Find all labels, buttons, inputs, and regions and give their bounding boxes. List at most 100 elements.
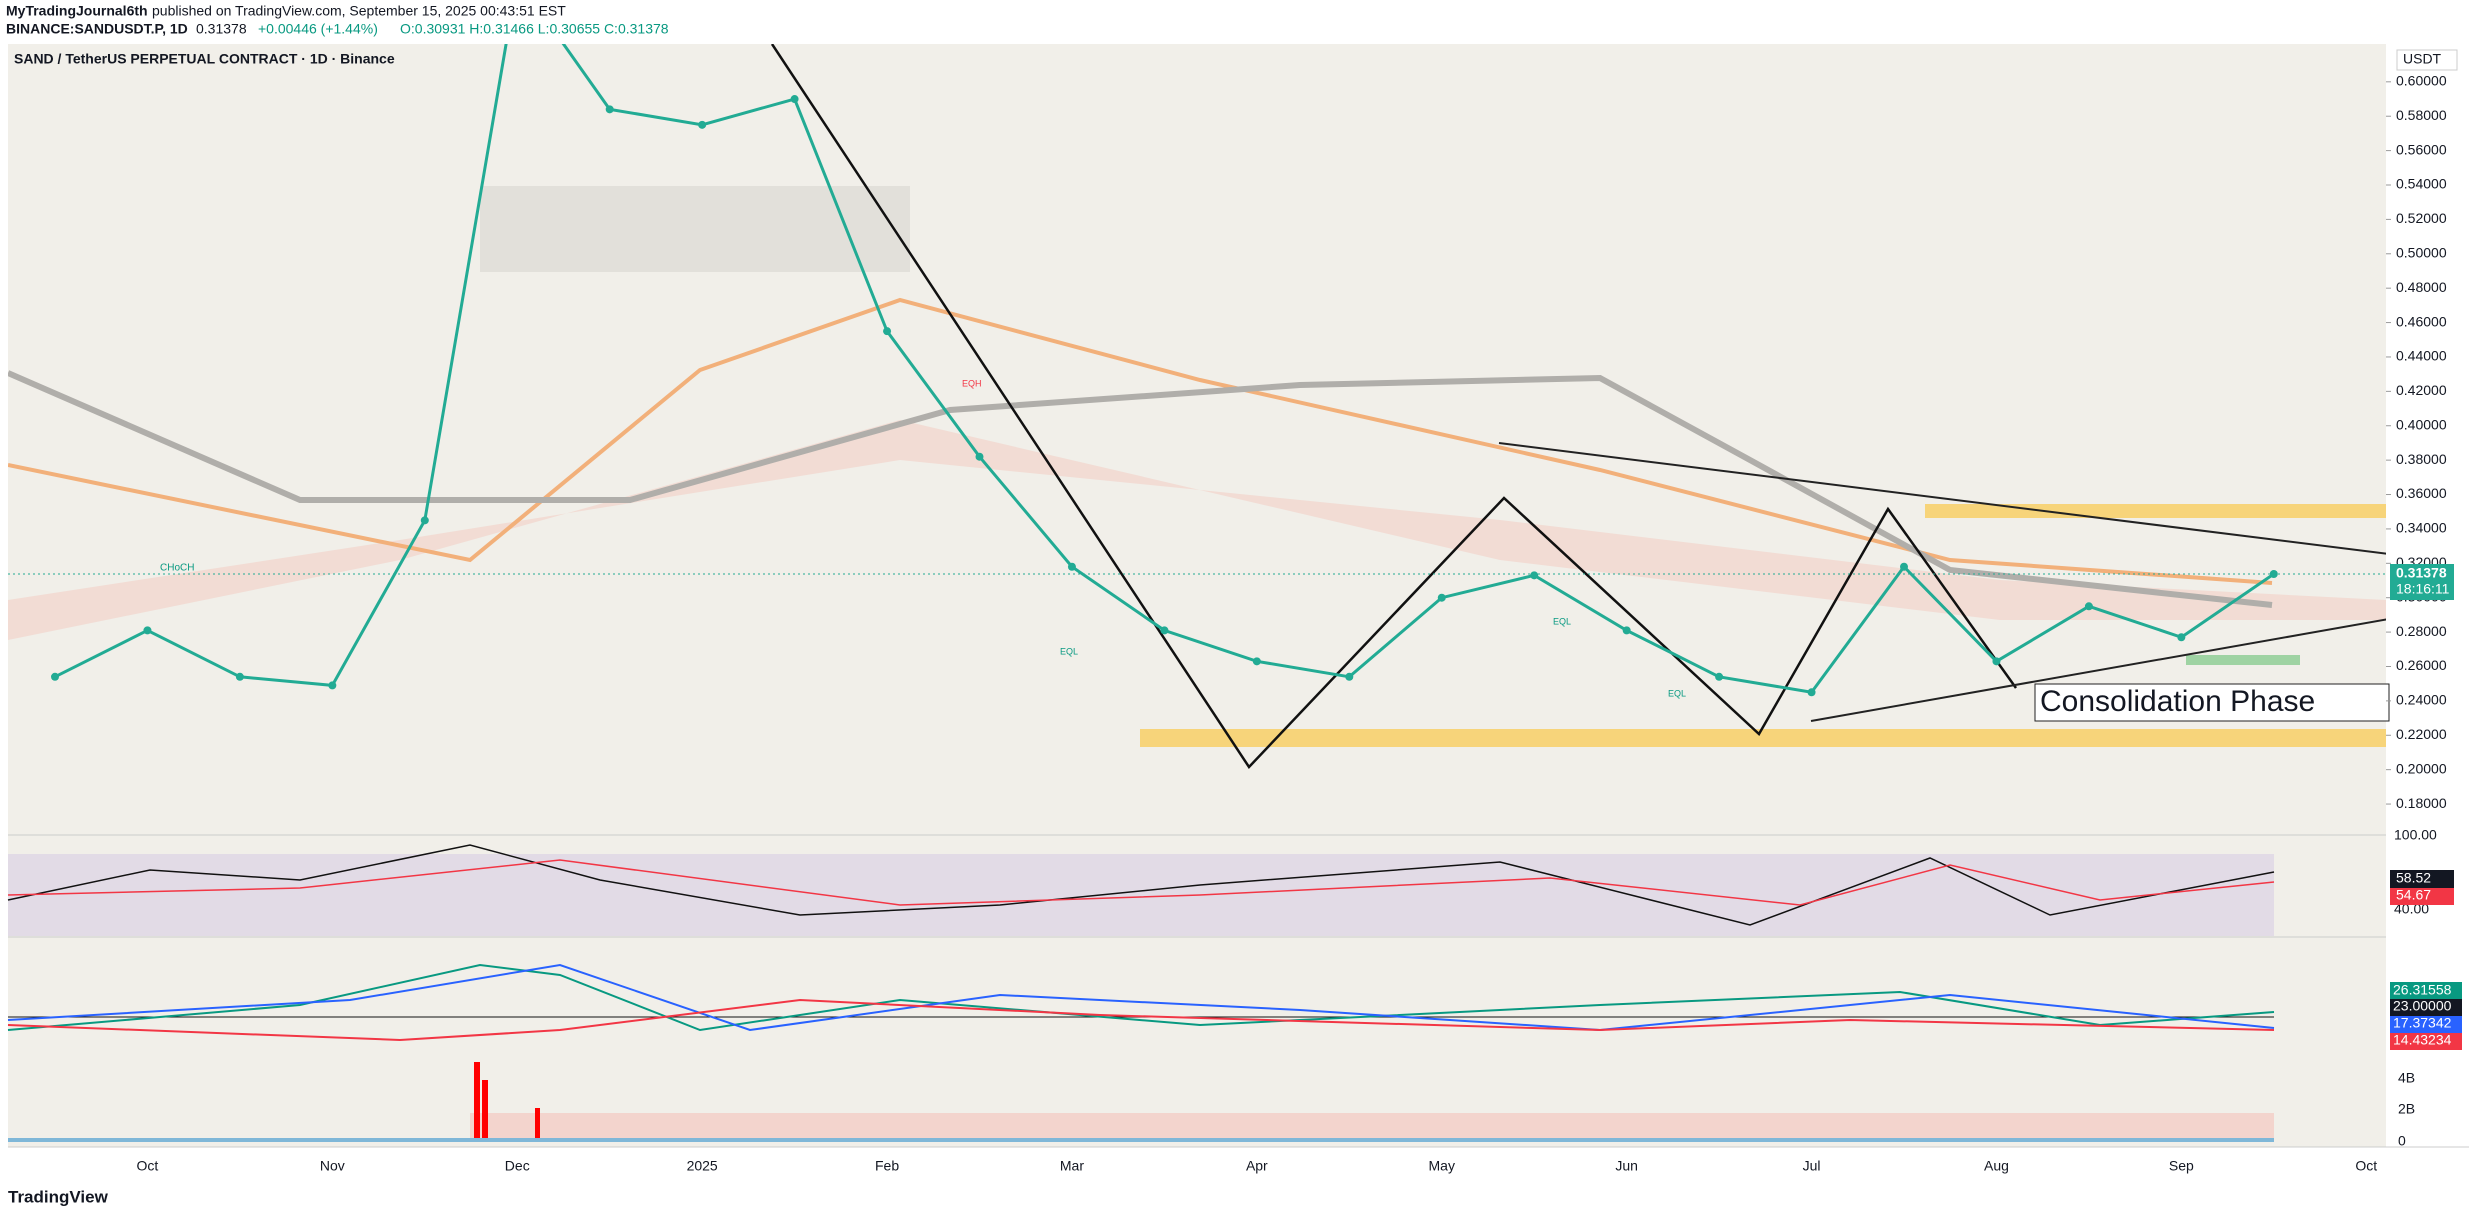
dmi-badge xyxy=(2390,1033,2462,1050)
price-point xyxy=(143,626,152,635)
x-tick-label: Jun xyxy=(1615,1158,1638,1174)
annotation-box xyxy=(2034,683,2390,722)
cloud xyxy=(8,420,2386,640)
dmi-badge xyxy=(2390,982,2462,999)
zigzag xyxy=(770,44,2018,770)
y-tick-label: 0.40000 xyxy=(2396,416,2447,432)
dmi-value: 14.43234 xyxy=(2393,1032,2452,1048)
y-tick-label: 0.24000 xyxy=(2396,692,2447,708)
volume-band xyxy=(470,1113,2274,1139)
y-tick-label: 0.20000 xyxy=(2396,760,2447,776)
price-point xyxy=(1160,626,1169,635)
resistance-line xyxy=(1498,442,2386,555)
x-tick-label: Jul xyxy=(1803,1158,1821,1174)
rsi-badge xyxy=(2390,870,2454,888)
drawings xyxy=(8,44,2386,770)
annotation: EQL xyxy=(1668,688,1686,698)
support-line xyxy=(1810,618,2386,722)
x-tick-label: May xyxy=(1429,1158,1455,1174)
y-tick-label: 0.60000 xyxy=(2396,73,2447,89)
rsi-ma-value: 54.67 xyxy=(2396,887,2431,903)
footer: TradingView xyxy=(8,1187,109,1206)
volume-spike xyxy=(535,1108,540,1142)
change: +0.00446 (+1.44%) xyxy=(258,21,378,37)
volume-label: 4B xyxy=(2398,1070,2415,1086)
annotation: EQL xyxy=(1060,646,1078,656)
volume-spike xyxy=(482,1080,488,1142)
last-price-badge xyxy=(2390,564,2454,601)
price-point xyxy=(605,105,614,114)
price-point xyxy=(1807,688,1816,697)
rsi-ma-badge xyxy=(2390,888,2454,905)
gray-ma xyxy=(8,370,2273,608)
price-point xyxy=(1345,672,1354,681)
rsi-value: 58.52 xyxy=(2396,870,2431,886)
y-tick-label: 0.46000 xyxy=(2396,313,2447,329)
y-tick-label: 0.52000 xyxy=(2396,210,2447,226)
countdown: 18:16:11 xyxy=(2396,581,2450,597)
rsi-line xyxy=(7,844,2275,926)
rsi-axis-label: 100.00 xyxy=(2394,827,2437,843)
x-tick-label: Feb xyxy=(875,1158,899,1174)
orange-ma xyxy=(8,297,2273,585)
dmi-minus xyxy=(7,998,2275,1042)
y-tick-label: 0.36000 xyxy=(2396,485,2447,501)
price-point xyxy=(2084,602,2093,611)
last-price: 0.31378 xyxy=(2396,565,2447,581)
y-tick-label: 0.56000 xyxy=(2396,141,2447,157)
price-point xyxy=(1252,657,1261,666)
price-series xyxy=(51,44,2278,697)
annotation: EQL xyxy=(1553,616,1571,626)
dmi-value: 26.31558 xyxy=(2393,982,2452,998)
dmi-badge xyxy=(2390,1016,2462,1033)
ohlc: O:0.30931 H:0.31466 L:0.30655 C:0.31378 xyxy=(400,21,669,37)
published: published on TradingView.com, September … xyxy=(152,3,566,19)
dmi-plus xyxy=(7,963,2275,1032)
y-tick-label: 0.48000 xyxy=(2396,279,2447,295)
y-tick-label: 0.26000 xyxy=(2396,657,2447,673)
annotation: CHoCH xyxy=(160,563,194,574)
x-tick-label: Nov xyxy=(320,1158,345,1174)
x-tick-label: Oct xyxy=(2355,1158,2377,1174)
price-point xyxy=(975,452,984,461)
x-tick-label: 2025 xyxy=(687,1158,718,1174)
x-tick-label: Oct xyxy=(137,1158,159,1174)
price-point xyxy=(420,516,429,525)
x-tick-label: Mar xyxy=(1060,1158,1084,1174)
price-point xyxy=(698,120,707,129)
annotation: EQH xyxy=(962,378,982,388)
adx xyxy=(7,963,2275,1032)
y-tick-label: 0.18000 xyxy=(2396,795,2447,811)
y-tick-label: 0.22000 xyxy=(2396,726,2447,742)
price-point xyxy=(1900,562,1908,571)
price-point xyxy=(1437,593,1446,602)
header: MyTradingJournal6th published on Trading… xyxy=(6,3,669,37)
supply-zone xyxy=(1925,504,2386,518)
volume-label: 2B xyxy=(2398,1101,2415,1117)
range-box xyxy=(480,186,910,272)
currency: USDT xyxy=(2403,51,2442,67)
dmi-value: 23.00000 xyxy=(2393,998,2452,1014)
price-point xyxy=(790,95,799,104)
last: 0.31378 xyxy=(196,21,247,37)
price-point xyxy=(883,327,892,336)
price-point xyxy=(328,681,337,690)
price-point xyxy=(235,672,244,681)
price-point xyxy=(2177,633,2186,642)
dmi-value: 17.37342 xyxy=(2393,1015,2452,1031)
annotation: Consolidation Phase xyxy=(2040,685,2315,718)
dmi-badge xyxy=(2390,999,2462,1016)
price-point xyxy=(1067,562,1076,571)
y-tick-label: 0.34000 xyxy=(2396,520,2447,536)
price-point xyxy=(1530,571,1539,580)
y-tick-label: 0.42000 xyxy=(2396,382,2447,398)
currency-box xyxy=(2396,49,2458,71)
y-tick-label: 0.44000 xyxy=(2396,348,2447,364)
author: MyTradingJournal6th xyxy=(6,3,148,19)
chart-title: SAND / TetherUS PERPETUAL CONTRACT · 1D … xyxy=(14,51,395,67)
x-tick-label: Sep xyxy=(2169,1158,2194,1174)
green-zone xyxy=(2186,655,2300,665)
y-tick-label: 0.50000 xyxy=(2396,244,2447,260)
volume-label: 0 xyxy=(2398,1133,2406,1149)
demand-zone xyxy=(1140,729,2386,747)
